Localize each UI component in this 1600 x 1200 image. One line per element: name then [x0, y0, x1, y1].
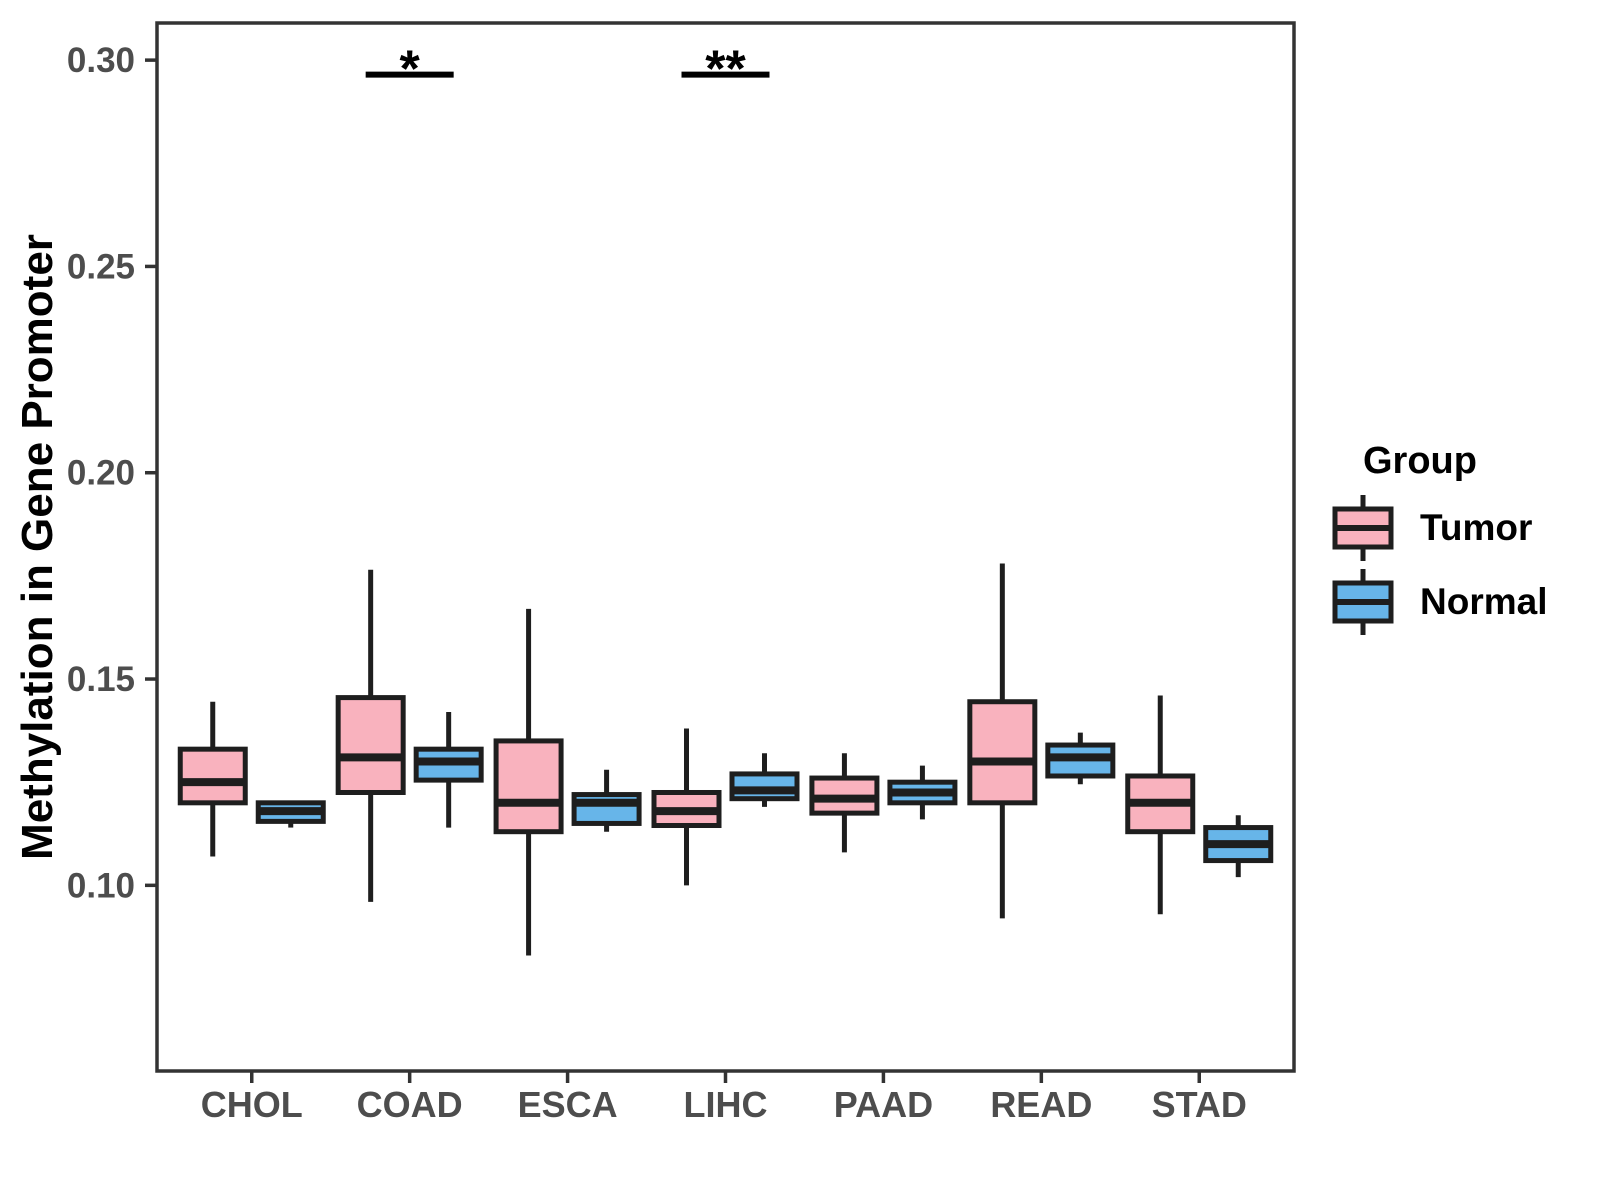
legend-label-normal: Normal — [1420, 581, 1548, 622]
legend-item-tumor: Tumor — [1330, 493, 1596, 563]
y-tick-label: 0.15 — [67, 660, 135, 699]
box-tumor-stad — [1125, 695, 1196, 915]
box-normal-paad — [887, 765, 958, 820]
box-tumor-coad — [335, 569, 406, 902]
x-tick-label-stad: STAD — [1152, 1084, 1247, 1125]
legend-item-normal: Normal — [1330, 567, 1596, 637]
y-tick-label: 0.25 — [67, 247, 135, 286]
x-tick-label-read: READ — [990, 1084, 1092, 1125]
significance-lihc: ** — [681, 41, 770, 99]
significance-stars: ** — [705, 41, 746, 99]
y-axis-title: Methylation in Gene Promoter — [13, 234, 62, 860]
y-axis: 0.10 0.15 0.20 0.25 0.30 — [67, 41, 157, 905]
x-tick-label-esca: ESCA — [518, 1084, 618, 1125]
box-normal-esca — [571, 769, 642, 832]
box-normal-stad — [1203, 815, 1274, 878]
box-tumor-chol — [177, 701, 248, 857]
x-tick-label-chol: CHOL — [201, 1084, 303, 1125]
iqr-box — [335, 695, 406, 795]
significance-stars: * — [400, 41, 421, 99]
box-tumor-paad — [809, 753, 880, 853]
x-tick-label-coad: COAD — [357, 1084, 463, 1125]
x-tick-label-paad: PAAD — [834, 1084, 933, 1125]
y-tick-label: 0.20 — [67, 454, 135, 493]
box-tumor-read — [967, 563, 1038, 919]
iqr-box — [729, 771, 800, 802]
box-normal-read — [1045, 732, 1116, 785]
tumor-boxplot-icon — [1332, 495, 1394, 561]
box-normal-lihc — [729, 753, 800, 807]
legend-label-tumor: Tumor — [1420, 507, 1533, 548]
legend: Group Tumor Normal — [1330, 440, 1596, 641]
x-tick-label-lihc: LIHC — [684, 1084, 768, 1125]
box-normal-coad — [413, 712, 484, 828]
box-normal-chol — [255, 800, 326, 828]
x-axis: CHOL COAD ESCA LIHC PAAD READ STAD — [201, 1071, 1247, 1125]
legend-title: Group — [1363, 440, 1477, 482]
iqr-box — [967, 699, 1038, 806]
normal-boxplot-icon — [1332, 569, 1394, 635]
iqr-box — [493, 738, 564, 835]
box-tumor-esca — [493, 608, 564, 956]
y-tick-label: 0.30 — [67, 41, 135, 80]
panel-border — [155, 21, 1296, 1073]
significance-coad: * — [365, 41, 454, 99]
iqr-box — [177, 746, 248, 806]
box-tumor-lihc — [651, 728, 722, 886]
y-tick-label: 0.10 — [67, 866, 135, 905]
